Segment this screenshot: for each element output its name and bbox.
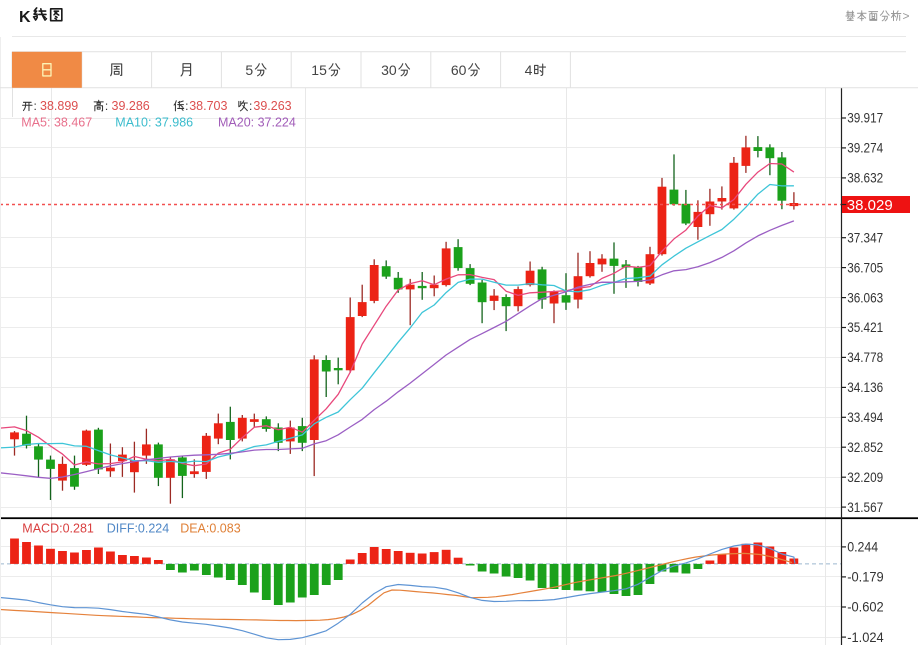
svg-text:MA10: 37.986: MA10: 37.986: [115, 116, 193, 130]
svg-text:31.567: 31.567: [847, 500, 883, 515]
svg-text:-0.602: -0.602: [847, 600, 884, 615]
svg-text:32.209: 32.209: [847, 470, 883, 485]
svg-text:34.136: 34.136: [847, 380, 883, 395]
svg-text:38.703: 38.703: [189, 99, 227, 113]
svg-text:39.286: 39.286: [112, 99, 150, 113]
svg-text:39.263: 39.263: [253, 99, 291, 113]
svg-text:37.347: 37.347: [847, 230, 883, 245]
svg-text:>: >: [903, 9, 910, 23]
svg-text::: :: [249, 99, 252, 113]
svg-text:15: 15: [311, 62, 327, 78]
svg-text:MA20: 37.224: MA20: 37.224: [218, 116, 296, 130]
svg-text::: :: [105, 99, 108, 113]
svg-text::: :: [34, 99, 37, 113]
svg-text:MA5: 38.467: MA5: 38.467: [21, 116, 92, 130]
svg-text:36.063: 36.063: [847, 290, 883, 305]
svg-text:5: 5: [245, 62, 253, 78]
svg-text:36.705: 36.705: [847, 260, 883, 275]
svg-text:34.778: 34.778: [847, 350, 883, 365]
svg-text:33.494: 33.494: [847, 410, 883, 425]
svg-text:MACD:0.281: MACD:0.281: [22, 522, 94, 536]
svg-text:60: 60: [451, 62, 467, 78]
svg-text::: :: [185, 99, 188, 113]
svg-text:39.917: 39.917: [847, 111, 883, 126]
svg-text:K: K: [19, 9, 31, 26]
svg-text:35.421: 35.421: [847, 320, 883, 335]
svg-text:4: 4: [525, 62, 533, 78]
svg-text:0.244: 0.244: [847, 540, 878, 555]
svg-text:30: 30: [381, 62, 397, 78]
svg-text:38.632: 38.632: [847, 171, 883, 186]
svg-text:-0.179: -0.179: [847, 570, 884, 585]
svg-text:39.274: 39.274: [847, 141, 883, 156]
svg-text:-1.024: -1.024: [847, 630, 884, 645]
svg-text:DEA:0.083: DEA:0.083: [180, 522, 241, 536]
svg-text:38.029: 38.029: [847, 197, 893, 214]
svg-text:32.852: 32.852: [847, 440, 883, 455]
svg-text:DIFF:0.224: DIFF:0.224: [107, 522, 170, 536]
svg-text:38.899: 38.899: [40, 99, 78, 113]
